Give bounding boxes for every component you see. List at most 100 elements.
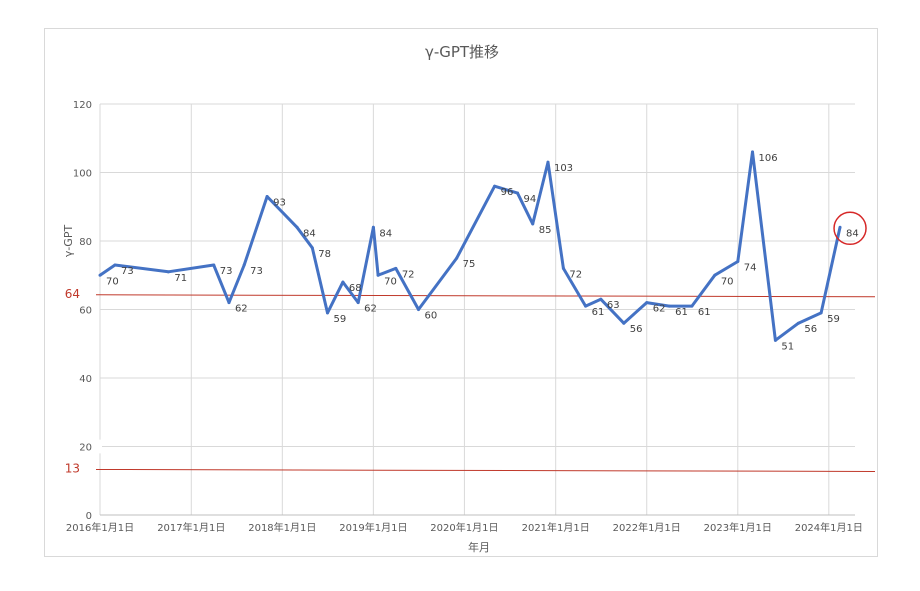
data-point [690,304,694,308]
x-tick-label: 2024年1月1日 [795,521,863,534]
data-point [295,225,299,229]
y-tick-label: 100 [73,169,92,180]
data-point [341,280,345,284]
x-tick-label: 2021年1月1日 [522,521,590,534]
mask-patch [45,439,102,454]
reference-line-label: 64 [65,287,80,301]
axis-ticks: 0 20 40 60 80 100 120 2016年1月1日 2017年1月1日 2018年1月… [66,100,863,534]
data-label: 72 [402,269,415,280]
data-label: 72 [569,269,582,280]
data-label: 59 [827,314,840,325]
x-tick-label: 2017年1月1日 [157,521,225,534]
data-point [212,263,216,267]
data-point [645,301,649,305]
data-label: 73 [220,266,233,277]
chart-frame: γ-GPT推移 64 13 70 73 71 73 62 73 93 84 78 59 68 62 84 7… [44,28,878,557]
highlight-circle [833,211,867,246]
data-label: 63 [607,300,620,311]
data-label: 75 [463,259,476,270]
data-label: 106 [758,153,777,164]
data-point [516,191,520,195]
data-point [838,225,842,229]
data-label: 56 [804,324,817,335]
data-point [736,260,740,264]
data-point [242,263,246,267]
x-axis-label: 年月 [468,540,490,554]
data-label: 71 [174,273,187,284]
data-point [546,160,550,164]
data-label: 51 [781,341,794,352]
data-label: 56 [630,324,643,335]
data-point [584,304,588,308]
y-tick-label: 0 [86,511,92,522]
data-label: 78 [318,249,331,260]
data-point [265,194,269,198]
data-point [796,321,800,325]
reference-line-label: 13 [65,461,80,475]
data-label: 94 [524,194,537,205]
data-point [98,273,102,277]
data-point [493,184,497,188]
x-tick-label: 2016年1月1日 [66,521,134,534]
grid [45,103,855,516]
x-tick-label: 2023年1月1日 [704,521,772,534]
data-point [667,304,671,308]
data-label: 61 [675,307,688,318]
data-label: 73 [121,266,134,277]
data-label: 70 [384,276,397,287]
data-label: 61 [592,307,605,318]
data-point [166,270,170,274]
x-tick-label: 2018年1月1日 [248,521,316,534]
data-point [773,338,777,342]
data-point [561,266,565,270]
data-labels: 7073717362739384785968628470726075969485… [106,153,867,352]
data-point [819,311,823,315]
data-label: 73 [250,266,263,277]
data-point [310,246,314,250]
y-tick-label: 40 [79,374,92,385]
x-tick-label: 2019年1月1日 [339,521,407,534]
data-label: 68 [349,283,362,294]
chart-title: γ-GPT推移 [425,43,499,61]
reference-line [95,294,876,298]
data-label: 96 [501,187,514,198]
data-label: 103 [554,163,573,174]
y-tick-label: 60 [79,306,92,317]
series-line-layer [98,150,842,342]
data-point [394,266,398,270]
data-point [371,225,375,229]
data-label: 84 [303,228,316,239]
y-tick-label: 20 [79,443,92,454]
data-point [713,273,717,277]
data-label: 85 [539,225,552,236]
series-line [99,150,842,342]
data-label: 61 [698,307,711,318]
data-label: 59 [333,314,346,325]
data-point [622,321,626,325]
data-point [227,301,231,305]
y-axis-label: γ-GPT [62,225,75,258]
data-point [113,263,117,267]
data-label: 62 [653,304,666,315]
data-label: 84 [846,228,859,239]
data-label: 60 [425,311,438,322]
y-tick-label: 120 [73,100,92,111]
data-label: 70 [106,276,119,287]
data-label: 74 [744,263,757,274]
data-label: 62 [364,304,377,315]
data-point [376,273,380,277]
data-label: 70 [721,276,734,287]
data-point [599,297,603,301]
x-tick-label: 2022年1月1日 [613,521,681,534]
data-point [417,308,421,311]
x-tick-label: 2020年1月1日 [430,521,498,534]
data-point [325,311,329,315]
reference-line [95,468,876,472]
data-point [531,222,535,226]
data-point [750,150,754,154]
data-label: 93 [273,197,286,208]
data-label: 84 [379,228,392,239]
y-tick-label: 80 [79,237,92,248]
reference-lines: 64 13 [65,287,876,475]
